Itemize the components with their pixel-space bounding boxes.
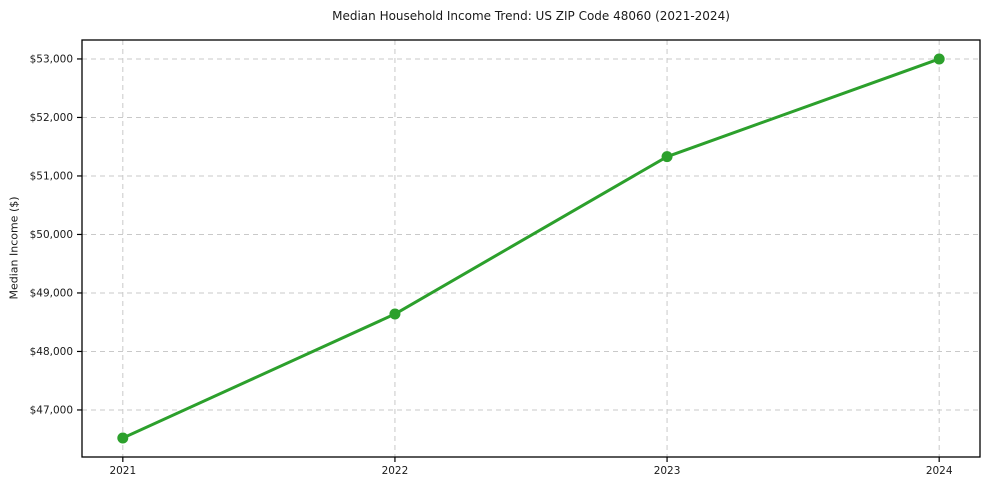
trend-line xyxy=(121,57,941,440)
y-tick-label: $50,000 xyxy=(30,229,73,241)
data-point-marker xyxy=(117,432,129,444)
x-tick-label: 2024 xyxy=(926,465,953,477)
plot-frame xyxy=(81,39,981,458)
x-tick-label: 2021 xyxy=(109,465,136,477)
data-point-marker xyxy=(933,53,945,65)
x-tick-label: 2023 xyxy=(654,465,681,477)
y-tick-label: $52,000 xyxy=(30,112,73,124)
data-point-marker xyxy=(661,151,673,163)
y-tick-label: $53,000 xyxy=(30,53,73,65)
data-point-marker xyxy=(389,308,401,320)
chart-title: Median Household Income Trend: US ZIP Co… xyxy=(332,9,730,23)
y-tick-label: $47,000 xyxy=(30,404,73,416)
y-tick-label: $49,000 xyxy=(30,287,73,299)
y-tick-label: $48,000 xyxy=(30,346,73,358)
y-tick-label: $51,000 xyxy=(30,170,73,182)
x-tick-label: 2022 xyxy=(382,465,409,477)
